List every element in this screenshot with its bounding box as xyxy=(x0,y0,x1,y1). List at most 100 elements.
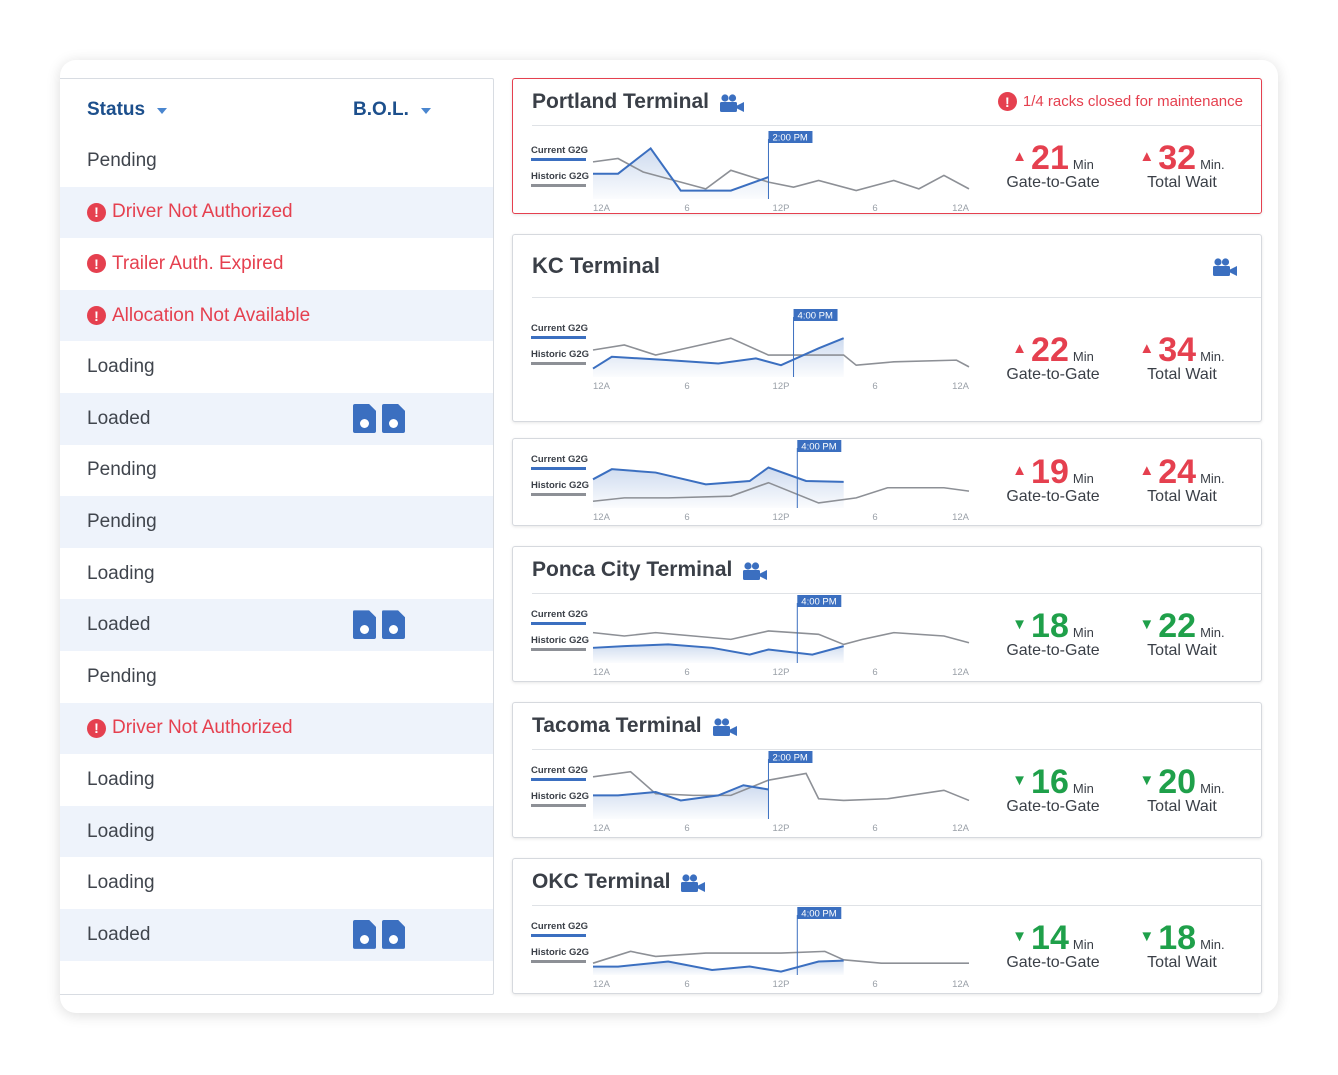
table-row[interactable]: Loading xyxy=(60,805,493,858)
legend-historic: Historic G2G xyxy=(531,791,589,807)
x-tick-label: 12P xyxy=(773,381,790,392)
arrow-down-icon: ▼ xyxy=(1012,616,1028,633)
terminal-name: Ponca City Terminal xyxy=(532,558,733,581)
x-tick-label: 12A xyxy=(952,203,970,214)
table-row[interactable]: Pending xyxy=(60,651,493,703)
table-row[interactable]: Loading xyxy=(60,857,493,909)
view-document-icon[interactable] xyxy=(353,919,376,949)
current-series-line xyxy=(592,643,844,656)
metric-label: Total Wait xyxy=(1147,488,1217,505)
x-tick-label: 6 xyxy=(684,823,689,834)
video-camera-icon[interactable] xyxy=(1212,257,1237,276)
table-row[interactable]: Pending xyxy=(60,445,493,497)
terminal-metrics: ▲ 21 Min Gate-to-Gate ▲ 32 Min. Total Wait xyxy=(993,139,1243,199)
terminal-name: OKC Terminal xyxy=(532,870,671,893)
maintenance-alert: ! 1/4 racks closed for maintenance xyxy=(997,92,1243,111)
terminal-metrics: ▲ 19 Min Gate-to-Gate ▲ 24 Min. Total Wait xyxy=(993,453,1243,513)
caret-down-icon xyxy=(420,108,431,114)
table-header: Status B.O.L. xyxy=(60,79,493,143)
error-icon: ! xyxy=(87,202,106,222)
historic-series-line xyxy=(592,630,970,646)
legend-current-swatch xyxy=(531,158,586,161)
terminal-metrics: ▼ 16 Min Gate-to-Gate ▼ 20 Min. Total Wait xyxy=(993,763,1243,823)
table-row[interactable]: Loading xyxy=(60,341,493,393)
legend-current-label: Current G2G xyxy=(531,921,589,932)
table-row[interactable]: ! Allocation Not Available xyxy=(60,289,493,342)
metric-value: 16 xyxy=(1031,763,1069,801)
video-camera-icon[interactable] xyxy=(742,561,768,580)
status-text: Loading xyxy=(87,768,155,790)
historic-series-line xyxy=(592,337,970,368)
caret-down-icon xyxy=(157,108,168,114)
status-header-label: Status xyxy=(87,99,146,120)
table-row[interactable]: Loading xyxy=(60,754,493,806)
status-text: Loading xyxy=(87,820,155,842)
time-marker-badge xyxy=(793,309,838,321)
metric-unit: Min xyxy=(1072,471,1094,486)
g2g-chart-svg: 4:00 PM 12A 6 12P 6 12A xyxy=(592,595,970,678)
gate-to-gate-metric: ▼ 18 Min Gate-to-Gate xyxy=(993,607,1113,660)
metric-label: Total Wait xyxy=(1147,954,1217,971)
bol-header-label: B.O.L. xyxy=(353,99,409,120)
table-row[interactable]: Pending xyxy=(60,496,493,548)
x-tick-label: 12A xyxy=(593,979,611,990)
legend-historic-label: Historic G2G xyxy=(531,791,590,802)
bol-column-header[interactable]: B.O.L. xyxy=(353,99,431,121)
metric-label: Gate-to-Gate xyxy=(1006,642,1100,659)
download-document-icon[interactable] xyxy=(382,610,405,640)
status-text: Pending xyxy=(87,510,157,532)
view-document-icon[interactable] xyxy=(353,403,376,433)
x-tick-label: 6 xyxy=(872,203,877,214)
x-tick-label: 6 xyxy=(684,381,689,392)
view-document-icon[interactable] xyxy=(353,610,376,640)
legend-historic: Historic G2G xyxy=(531,480,589,496)
current-area xyxy=(593,148,769,199)
video-camera-icon[interactable] xyxy=(680,873,706,892)
legend-current-label: Current G2G xyxy=(531,145,589,156)
terminal-card[interactable]: Tacoma Terminal Current G2G Historic G2G 2:… xyxy=(512,702,1262,838)
current-area xyxy=(593,644,844,663)
legend-current: Current G2G xyxy=(531,454,588,470)
terminal-card[interactable]: Ponca City Terminal Current G2G Historic G… xyxy=(512,546,1262,682)
legend-current: Current G2G xyxy=(531,921,588,937)
x-tick-label: 6 xyxy=(872,381,877,392)
arrow-down-icon: ▼ xyxy=(1139,616,1155,633)
video-camera-icon[interactable] xyxy=(719,93,744,112)
metric-value: 18 xyxy=(1031,607,1069,645)
legend-current-swatch xyxy=(531,778,586,781)
download-document-icon[interactable] xyxy=(382,403,405,433)
table-row[interactable]: Pending xyxy=(60,135,493,187)
terminal-card[interactable]: Portland Terminal! 1/4 racks closed for m… xyxy=(512,78,1262,214)
g2g-chart: Current G2G Historic G2G 4:00 PM 12A 6 12P 6 12… xyxy=(531,440,991,526)
time-marker-label: 2:00 PM xyxy=(772,133,807,144)
card-divider xyxy=(532,749,1261,750)
arrow-down-icon: ▼ xyxy=(1012,772,1028,789)
table-row[interactable]: ! Trailer Auth. Expired xyxy=(60,238,493,290)
table-row[interactable]: Loading xyxy=(60,548,493,600)
table-row[interactable]: ! Driver Not Authorized xyxy=(60,186,493,239)
table-row[interactable]: ! Driver Not Authorized xyxy=(60,702,493,755)
metric-unit: Min xyxy=(1072,157,1094,172)
metric-label: Gate-to-Gate xyxy=(1006,954,1100,971)
status-text: Pending xyxy=(87,459,157,481)
video-camera-icon[interactable] xyxy=(712,717,737,736)
x-tick-label: 12A xyxy=(593,203,611,214)
gate-to-gate-metric: ▼ 14 Min Gate-to-Gate xyxy=(993,919,1113,972)
current-series-line xyxy=(593,959,844,973)
bol-documents xyxy=(353,610,405,640)
terminal-card[interactable]: OKC Terminal Current G2G Historic G2G 4:00 … xyxy=(512,858,1262,994)
current-series-line xyxy=(592,466,844,486)
legend-historic-swatch xyxy=(531,493,586,496)
table-row[interactable]: Loaded xyxy=(60,599,493,651)
error-icon: ! xyxy=(87,718,106,738)
table-row[interactable]: Loaded xyxy=(60,392,493,445)
download-document-icon[interactable] xyxy=(382,919,405,949)
table-row[interactable]: Loaded xyxy=(60,908,493,961)
terminal-card[interactable]: Current G2G Historic G2G 4:00 PM 12A 6 12P 6 12… xyxy=(512,438,1262,526)
metric-value: 18 xyxy=(1158,919,1197,957)
terminal-card[interactable]: KC Terminal Current G2G Historic G2G 4:00 P… xyxy=(512,234,1262,422)
status-column-header[interactable]: Status xyxy=(87,99,168,121)
metric-unit: Min xyxy=(1072,349,1094,364)
g2g-chart-svg: 4:00 PM 12A 6 12P 6 12A xyxy=(592,309,970,392)
x-tick-label: 12P xyxy=(773,512,790,523)
